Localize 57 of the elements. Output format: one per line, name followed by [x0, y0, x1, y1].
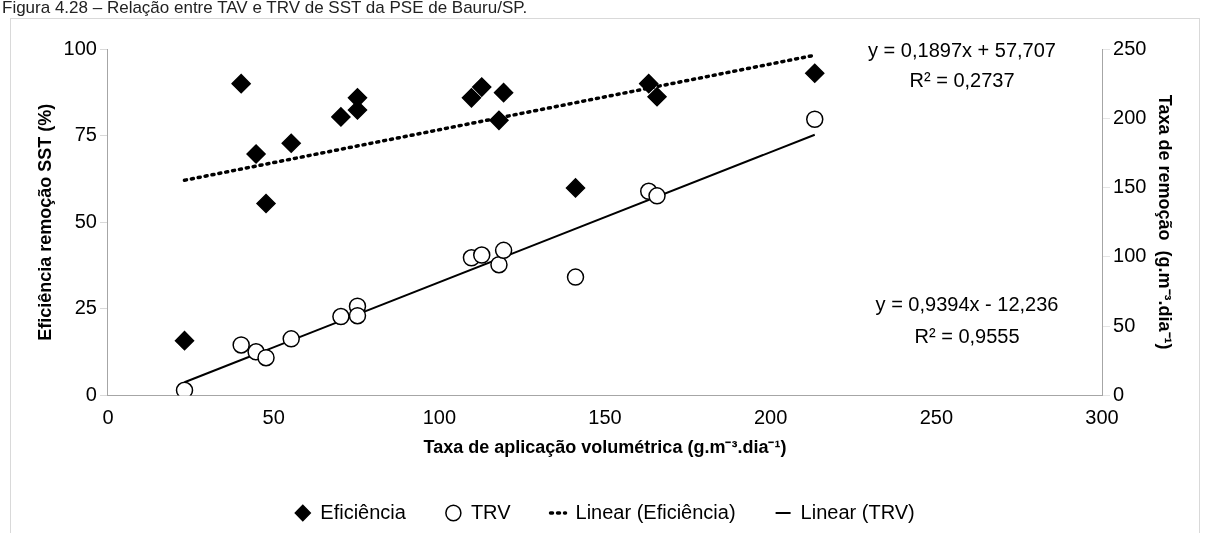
y2-axis-title: Taxa de remoção (g.m⁻³.dia⁻¹) — [1155, 94, 1176, 350]
x-tick-label: 200 — [753, 405, 788, 428]
point — [490, 255, 508, 274]
annotation: R² = 0,2737 — [909, 68, 1015, 91]
point — [281, 133, 301, 153]
annotation: y = 0,9394x - 12,236 — [875, 292, 1059, 315]
x-axis-title: Taxa de aplicação volumétrica (g.m⁻³.dia⁻¹) — [423, 437, 787, 458]
point — [806, 110, 824, 128]
x-tick-label: 150 — [588, 405, 622, 428]
legend-label: Linear (TRV) — [800, 500, 915, 523]
y2-tick-label: 200 — [1113, 105, 1147, 128]
point — [256, 193, 276, 214]
point — [494, 241, 513, 260]
x-tick-label: 250 — [919, 405, 954, 428]
legend-label: Eficiência — [320, 500, 407, 523]
x-tick-label: 0 — [102, 405, 114, 428]
point — [174, 330, 195, 351]
point — [461, 88, 482, 108]
point — [232, 336, 250, 354]
point — [231, 73, 251, 94]
point — [282, 330, 300, 348]
y-tick-label: 25 — [74, 296, 97, 319]
point — [348, 306, 367, 325]
point — [246, 144, 266, 164]
x-tick-label: 100 — [422, 405, 457, 428]
legend-label: TRV — [470, 500, 512, 523]
annotation: R² = 0,9555 — [914, 324, 1020, 347]
point — [805, 63, 825, 83]
y-tick-label: 50 — [74, 209, 97, 232]
point — [472, 246, 491, 264]
point — [648, 187, 666, 205]
point — [332, 307, 350, 326]
legend-label: Linear (Eficiência) — [575, 500, 736, 523]
x-tick-label: 50 — [262, 405, 285, 428]
point — [566, 268, 585, 286]
point — [331, 107, 351, 127]
chart-title: Figura 4.28 – Relação entre TAV e TRV de SST da PSE de Bauru/SP. — [2, 0, 528, 18]
y-tick-label: 100 — [63, 36, 97, 59]
point — [638, 73, 659, 94]
y2-tick-label: 0 — [1113, 382, 1125, 405]
y-axis-title: Eficiência remoção SST (%) — [34, 103, 55, 341]
point — [493, 82, 514, 103]
y2-tick-label: 100 — [1113, 244, 1147, 267]
y2-tick-label: 250 — [1113, 36, 1147, 59]
y-tick-label: 75 — [74, 123, 97, 146]
point — [175, 381, 194, 396]
point — [347, 100, 368, 120]
point — [489, 110, 509, 131]
annotation: y = 0,1897x + 57,707 — [868, 38, 1056, 61]
point — [257, 348, 275, 367]
y-tick-label: 0 — [85, 382, 97, 405]
point — [647, 87, 667, 107]
point — [471, 77, 492, 97]
y2-tick-label: 150 — [1113, 175, 1147, 198]
x-tick-label: 300 — [1085, 405, 1119, 428]
y2-tick-label: 50 — [1113, 313, 1136, 336]
point — [565, 178, 586, 198]
